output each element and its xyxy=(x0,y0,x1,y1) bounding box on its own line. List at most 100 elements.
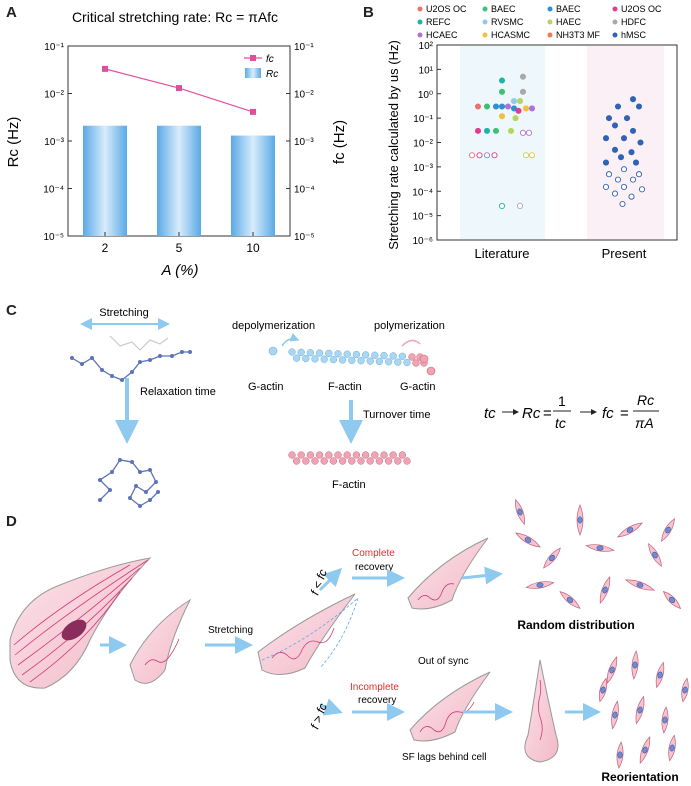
ytick-right-label: 10⁻⁵ xyxy=(294,232,315,243)
literature-point xyxy=(525,129,533,136)
present-point xyxy=(632,159,640,166)
f-actin-monomer xyxy=(320,457,328,465)
f-actin-monomer xyxy=(292,354,301,362)
literature-point xyxy=(519,88,527,95)
sf-lags-label: SF lags behind cell xyxy=(402,752,487,763)
literature-point xyxy=(483,152,491,159)
present-point xyxy=(629,176,637,183)
present-band xyxy=(587,46,664,239)
f-actin-monomer xyxy=(389,451,397,459)
legend-dot xyxy=(547,32,553,38)
panel-label-d: D xyxy=(6,513,17,530)
present-point xyxy=(620,166,628,173)
f-actin-monomer xyxy=(302,354,310,363)
small-cell xyxy=(681,677,689,703)
b-ytick-label: 10⁻⁴ xyxy=(412,187,433,198)
polymerization-label: polymerization xyxy=(374,320,445,332)
small-cell xyxy=(661,518,675,542)
present-point xyxy=(623,115,631,122)
panel-label-a: A xyxy=(6,4,17,21)
fc-point xyxy=(102,65,108,72)
literature-point xyxy=(476,152,483,159)
f-actin-monomer xyxy=(302,457,310,465)
g-actin-pink-monomer xyxy=(419,354,429,364)
f-actin-bottom-label: F-actin xyxy=(332,479,366,491)
f-actin-monomer xyxy=(380,451,388,459)
small-cell-nucleus xyxy=(637,706,643,714)
small-cell xyxy=(543,547,561,569)
ytick-left-label: 10⁻¹ xyxy=(44,42,64,53)
present-point xyxy=(614,176,622,183)
legend-dot xyxy=(482,19,488,25)
legend-entry: HDFC xyxy=(621,17,646,27)
f-actin-monomer xyxy=(371,351,379,359)
panel-c: Stretching Relaxation time depolymerizat… xyxy=(70,307,659,508)
legend-entry: HAEC xyxy=(556,17,582,27)
panel-label-b: B xyxy=(363,4,374,21)
rc-bar xyxy=(83,125,127,236)
cell-nucleus xyxy=(61,619,87,641)
legend-entry: BAEC xyxy=(491,4,516,14)
chart-b-xtick-literature: Literature xyxy=(475,246,530,261)
f-actin-monomer xyxy=(325,451,333,459)
small-cell-nucleus xyxy=(632,661,638,669)
small-cell xyxy=(625,579,655,591)
cell-incomplete-recovery xyxy=(409,671,491,742)
chart-a-ylabel-right: fc (Hz) xyxy=(331,120,348,164)
present-point xyxy=(638,186,646,193)
present-point xyxy=(602,159,610,166)
xtick-label: 5 xyxy=(176,241,183,255)
present-point xyxy=(605,171,613,178)
chart-b: U2OS OC BAEC BAEC U2OS OC REFC RVSMC HAEC HDFC H… xyxy=(386,4,678,261)
panel-d: Stretching f < fc Complete recovery Rand… xyxy=(9,498,689,784)
f-actin-monomer xyxy=(357,457,365,465)
small-cell-nucleus xyxy=(609,666,615,674)
literature-point xyxy=(522,105,530,112)
f-actin-monomer xyxy=(306,349,315,357)
present-point xyxy=(605,115,613,122)
cell-complete-fiber xyxy=(417,583,455,601)
small-cell xyxy=(598,677,608,703)
small-cell-nucleus xyxy=(549,554,555,562)
literature-point xyxy=(492,127,500,134)
small-cell xyxy=(617,522,643,538)
f-actin-monomer xyxy=(288,451,296,459)
literature-point xyxy=(491,152,498,159)
f-actin-monomer xyxy=(375,357,384,366)
f-actin-monomer xyxy=(343,451,351,459)
small-cell-nucleus xyxy=(524,537,532,543)
f-actin-top-label: F-actin xyxy=(328,381,362,393)
present-point xyxy=(629,127,637,134)
present-point xyxy=(629,96,637,103)
literature-point xyxy=(528,152,536,159)
small-cell-nucleus xyxy=(600,686,606,694)
ytick-right-label: 10⁻¹ xyxy=(294,42,314,53)
literature-point xyxy=(468,152,476,159)
small-cell-nucleus xyxy=(669,744,675,752)
f-actin-monomer xyxy=(338,356,347,364)
f-actin-monomer xyxy=(288,348,296,356)
f-actin-monomer xyxy=(371,451,379,459)
f-actin-monomer xyxy=(366,457,374,465)
ytick-left-label: 10⁻³ xyxy=(44,137,64,148)
f-actin-filament-top xyxy=(288,348,428,367)
chart-a-legend: fc Rc xyxy=(244,54,278,80)
rc-bar xyxy=(157,125,201,236)
g-actin-right-label: G-actin xyxy=(400,381,435,393)
f-actin-monomer xyxy=(334,350,342,358)
legend-entry: BAEC xyxy=(556,4,581,14)
f-actin-monomer xyxy=(375,457,384,465)
f-actin-monomer xyxy=(329,457,338,465)
f-actin-monomer xyxy=(361,451,370,459)
random-distribution-label: Random distribution xyxy=(517,618,634,632)
present-point xyxy=(611,190,619,197)
small-cell xyxy=(648,543,662,567)
recovery-label-2: recovery xyxy=(358,695,396,706)
cell-relaxed xyxy=(129,598,192,684)
legend-dot xyxy=(482,6,488,12)
small-cell-nucleus xyxy=(536,582,544,588)
legend-dot xyxy=(612,19,618,25)
f-actin-monomer xyxy=(357,357,365,365)
cell-elongated xyxy=(524,659,559,763)
eq-rc-numerator: Rc xyxy=(637,392,654,408)
